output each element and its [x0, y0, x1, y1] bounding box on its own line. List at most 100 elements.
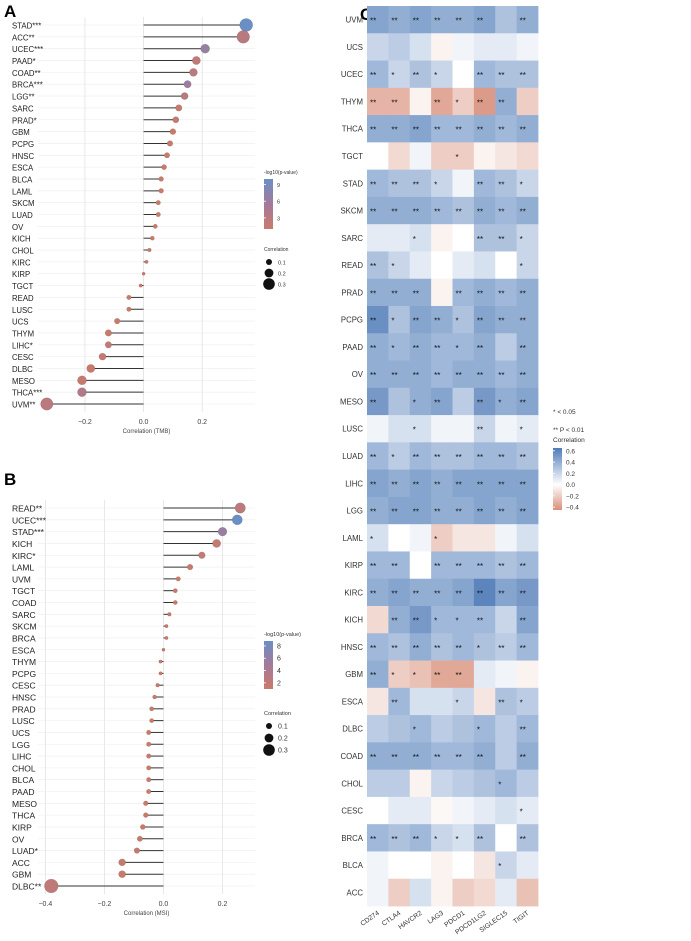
heatmap-cell: [516, 360, 539, 389]
heatmap-cell: [473, 496, 496, 525]
cancer-label: THYM: [12, 657, 36, 667]
significance-mark: **: [456, 508, 462, 517]
cancer-label: THCA***: [12, 389, 42, 398]
heatmap-cell: [431, 169, 453, 198]
cancer-label: LUSC: [12, 716, 35, 726]
lollipop-point: [144, 259, 149, 264]
significance-mark: **: [370, 753, 376, 762]
heatmap-cell: [388, 333, 411, 361]
cancer-label: PCPG: [12, 669, 36, 679]
lollipop-point: [175, 576, 181, 582]
lollipop-point: [146, 753, 152, 759]
heatmap-cell: [367, 878, 389, 907]
heatmap-cell: [409, 578, 432, 607]
significance-mark: **: [520, 835, 526, 844]
cancer-label: LIHC: [12, 752, 31, 762]
heatmap-cell: [388, 415, 411, 443]
lollipop-point: [114, 317, 121, 325]
significance-mark: **: [456, 453, 462, 462]
significance-mark: **: [498, 317, 504, 326]
significance-mark: **: [370, 126, 376, 135]
significance-mark: **: [391, 17, 397, 26]
heatmap-cell: [409, 851, 432, 880]
lollipop-point: [189, 68, 198, 77]
significance-mark: **: [370, 180, 376, 189]
heatmap-cell: [452, 824, 475, 852]
lollipop-point: [172, 588, 178, 594]
significance-mark: **: [477, 426, 483, 435]
significance-mark: **: [413, 835, 419, 844]
lollipop-point: [158, 671, 163, 676]
heatmap-cell: [367, 115, 389, 143]
heatmap-cell: [431, 606, 453, 634]
lollipop-point: [155, 200, 161, 206]
significance-mark: **: [498, 480, 504, 489]
heatmap-cell: [409, 524, 432, 552]
colorbar-label: 4: [277, 668, 281, 675]
significance-mark: **: [413, 317, 419, 326]
x-tick-label: 0.0: [139, 419, 149, 426]
colorbar: [553, 448, 562, 510]
heatmap-cell: [452, 196, 475, 225]
significance-mark: **: [370, 262, 376, 271]
significance-mark: *: [413, 235, 416, 244]
heatmap-row-label: UCS: [347, 43, 363, 52]
heatmap-cell: [409, 33, 432, 61]
heatmap-row-label: STAD: [343, 179, 364, 188]
heatmap-cell: [431, 251, 453, 280]
heatmap-cell: [388, 6, 411, 34]
heatmap-cell: [516, 469, 539, 498]
colorbar-label: −0.2: [566, 493, 579, 500]
lollipop-point: [155, 683, 160, 688]
cancer-label: DLBC: [12, 365, 33, 374]
significance-mark: **: [477, 235, 483, 244]
heatmap-cell: [431, 742, 453, 771]
lollipop-point: [133, 847, 141, 854]
lollipop-point: [234, 502, 246, 514]
heatmap-cell: [495, 496, 518, 525]
significance-mark: **: [391, 589, 397, 598]
heatmap-cell: [452, 633, 475, 661]
significance-mark: **: [370, 371, 376, 380]
heatmap-cell: [452, 115, 475, 143]
heatmap-cell: [516, 33, 539, 61]
heatmap-cell: [495, 142, 518, 171]
heatmap-cell: [409, 278, 432, 307]
heatmap-cell: [452, 442, 475, 471]
significance-mark: **: [370, 398, 376, 407]
cancer-label: KIRP: [12, 270, 30, 279]
significance-mark: **: [520, 126, 526, 135]
cancer-label: STAD***: [12, 527, 45, 537]
lollipop-point: [198, 551, 206, 559]
significance-mark: **: [413, 17, 419, 26]
heatmap-cell: [495, 251, 518, 280]
heatmap-cell: [388, 387, 411, 416]
heatmap-cell: [473, 442, 496, 471]
heatmap-row-label: LUSC: [342, 425, 363, 434]
significance-mark: **: [434, 753, 440, 762]
colorbar-title: -log10(p-value): [264, 632, 301, 638]
significance-mark: **: [413, 289, 419, 298]
heatmap-row-label: READ: [341, 261, 363, 270]
colorbar-label: 6: [277, 200, 280, 206]
heatmap-cell: [409, 360, 432, 389]
heatmap-cell: [495, 306, 518, 334]
significance-mark: **: [477, 398, 483, 407]
significance-mark: *: [520, 808, 523, 817]
heatmap-row-label: ESCA: [342, 697, 364, 706]
heatmap-cell: [409, 660, 432, 689]
heatmap-cell: [367, 769, 389, 798]
heatmap-cell: [367, 687, 389, 716]
cancer-label: GBM: [12, 128, 30, 137]
heatmap-cell: [367, 851, 389, 880]
significance-mark: **: [391, 562, 397, 571]
significance-mark: **: [477, 317, 483, 326]
colorbar-label: 2: [277, 680, 281, 687]
lollipop-point: [172, 600, 178, 605]
heatmap-cell: [516, 660, 539, 689]
cancer-label: ESCA: [12, 164, 34, 173]
heatmap-cell: [409, 878, 432, 907]
heatmap-cell: [452, 524, 475, 552]
heatmap-cell: [367, 796, 389, 825]
